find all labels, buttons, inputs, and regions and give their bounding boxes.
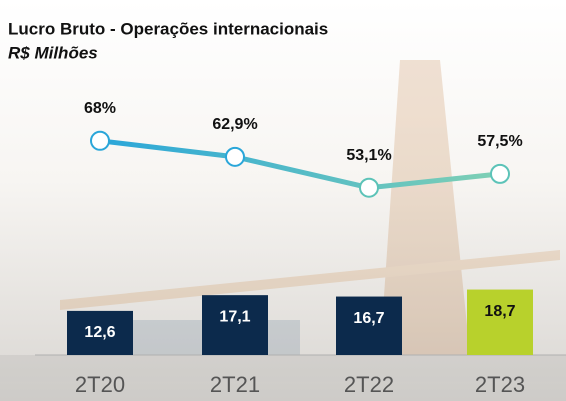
line-marker <box>490 163 510 184</box>
x-tick-label: 2T20 <box>75 372 125 397</box>
bar-value-label: 18,7 <box>484 303 515 320</box>
line-value-label: 53,1% <box>346 147 391 164</box>
line-value-label: 57,5% <box>477 133 522 150</box>
line <box>99 138 501 191</box>
chart-subtitle: R$ Milhões <box>8 43 98 62</box>
x-tick-label: 2T23 <box>475 372 525 397</box>
chart-title: Lucro Bruto - Operações internacionais <box>8 19 328 38</box>
x-tick-label: 2T22 <box>344 372 394 397</box>
bar <box>467 289 533 355</box>
line-value-label: 62,9% <box>212 116 257 133</box>
bar <box>336 296 402 355</box>
background-photo <box>0 60 566 401</box>
line-marker <box>90 130 110 151</box>
bar-value-label: 12,6 <box>84 324 115 341</box>
line-marker <box>359 177 379 198</box>
bar <box>202 295 268 355</box>
line-marker <box>225 146 245 167</box>
bar-value-label: 17,1 <box>219 308 250 325</box>
line-value-label: 68% <box>84 100 116 117</box>
bar <box>67 310 133 355</box>
x-tick-label: 2T21 <box>210 372 260 397</box>
bar-value-label: 16,7 <box>353 310 384 327</box>
